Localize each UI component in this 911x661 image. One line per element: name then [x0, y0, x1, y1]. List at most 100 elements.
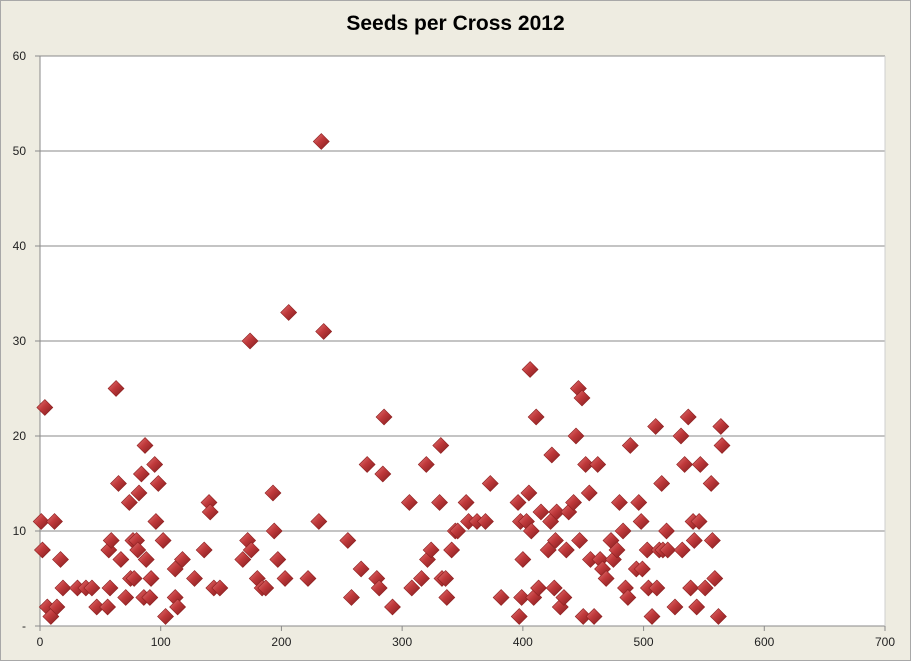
- x-tick-label: 400: [513, 635, 533, 649]
- data-point: [358, 456, 376, 473]
- data-point: [647, 418, 665, 435]
- y-tick-label: -: [22, 619, 26, 633]
- data-point: [437, 570, 455, 587]
- data-point: [186, 570, 203, 587]
- data-point: [597, 570, 615, 587]
- data-point: [112, 551, 130, 568]
- data-point: [265, 522, 283, 540]
- data-point: [522, 522, 540, 540]
- data-point: [352, 560, 370, 578]
- x-tick-label: 300: [392, 635, 412, 649]
- data-point: [510, 608, 528, 625]
- data-point: [527, 408, 545, 426]
- y-tick-label: 40: [13, 239, 27, 253]
- data-point: [46, 513, 63, 530]
- data-point: [589, 456, 607, 473]
- data-point: [696, 579, 714, 597]
- data-point: [169, 598, 187, 616]
- data-point: [125, 570, 143, 587]
- data-point: [530, 579, 547, 597]
- data-point: [137, 551, 155, 568]
- data-point: [557, 541, 575, 559]
- data-point: [630, 494, 648, 511]
- data-point: [48, 598, 66, 616]
- data-point: [514, 551, 532, 568]
- x-tick-label: 100: [151, 635, 171, 649]
- data-point: [343, 589, 360, 606]
- x-tick-label: 700: [875, 635, 895, 649]
- data-point: [370, 579, 388, 597]
- data-point: [690, 513, 708, 530]
- data-point: [120, 494, 138, 511]
- data-point: [54, 579, 72, 597]
- data-point: [633, 560, 651, 578]
- data-point: [638, 541, 656, 559]
- data-point: [142, 570, 160, 587]
- data-point: [36, 399, 54, 416]
- data-point: [648, 579, 666, 597]
- data-point: [257, 579, 275, 597]
- data-point: [33, 541, 51, 559]
- data-point: [241, 332, 259, 350]
- data-point: [682, 579, 700, 597]
- data-point: [565, 494, 582, 511]
- data-point: [520, 484, 538, 502]
- data-point: [659, 541, 677, 559]
- data-point: [632, 513, 650, 530]
- data-point: [141, 589, 159, 606]
- data-point: [666, 598, 684, 616]
- y-tick-label: 20: [13, 429, 27, 443]
- data-point: [685, 532, 703, 549]
- data-point: [539, 541, 557, 559]
- data-point: [702, 475, 720, 492]
- data-point: [492, 589, 510, 606]
- data-point: [543, 446, 561, 464]
- data-point: [521, 361, 539, 378]
- data-point: [438, 589, 456, 606]
- data-point: [149, 475, 167, 492]
- data-point: [136, 437, 154, 454]
- data-point: [102, 532, 120, 549]
- data-point: [571, 532, 589, 549]
- data-point: [211, 579, 229, 597]
- data-point: [264, 484, 282, 502]
- data-point: [619, 589, 637, 606]
- data-point: [513, 589, 531, 606]
- data-point: [417, 456, 435, 473]
- data-point: [107, 380, 125, 397]
- data-point: [117, 589, 135, 606]
- data-point: [532, 503, 550, 521]
- data-point: [567, 427, 585, 445]
- data-point: [555, 589, 573, 606]
- data-point: [400, 494, 418, 511]
- data-point: [481, 475, 499, 492]
- data-point: [195, 541, 213, 559]
- data-point: [339, 532, 357, 549]
- data-point: [276, 570, 294, 587]
- data-point: [621, 437, 639, 454]
- data-point: [672, 427, 690, 445]
- gridlines: [40, 55, 885, 532]
- data-point: [709, 608, 727, 625]
- data-point: [509, 494, 527, 511]
- data-point: [580, 484, 598, 502]
- data-point: [110, 475, 127, 492]
- data-point: [691, 456, 709, 473]
- data-point: [449, 522, 467, 540]
- data-point: [310, 513, 328, 530]
- y-axis-tick-labels: - 10 20 30 40 50 60: [13, 49, 27, 633]
- data-point: [658, 522, 675, 540]
- data-point: [99, 598, 117, 616]
- data-point: [432, 437, 450, 454]
- data-point: [101, 579, 119, 597]
- data-points: [32, 133, 731, 625]
- data-point: [413, 570, 430, 587]
- data-point: [234, 551, 252, 568]
- data-point: [676, 456, 694, 473]
- data-point: [703, 532, 721, 549]
- data-point: [422, 541, 440, 559]
- y-tick-label: 30: [13, 334, 27, 348]
- data-point: [443, 541, 461, 559]
- data-point: [573, 389, 591, 407]
- data-point: [547, 532, 564, 549]
